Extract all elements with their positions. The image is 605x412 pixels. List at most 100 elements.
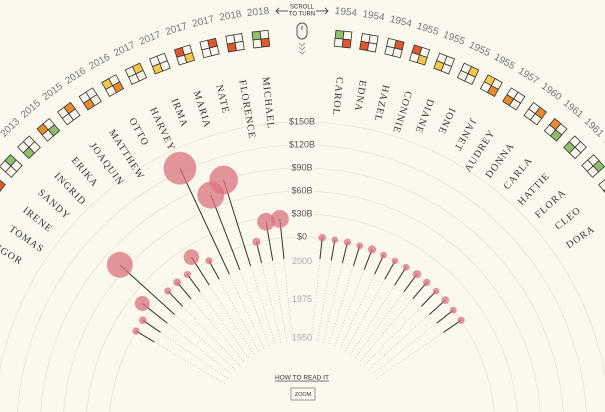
- zoom-label[interactable]: ZOOM: [295, 392, 312, 398]
- category-boxes: [523, 101, 547, 126]
- damage-bubble: [183, 270, 191, 279]
- category-boxes: [36, 117, 61, 142]
- damage-bubble: [205, 257, 213, 265]
- damage-bubble: [183, 249, 200, 265]
- scroll-chevrons: [298, 42, 306, 55]
- category-box: [28, 141, 41, 154]
- damage-bubble: [391, 257, 399, 265]
- category-boxes: [598, 174, 605, 198]
- arrow-left-head: [275, 7, 280, 15]
- category-boxes: [333, 29, 353, 49]
- damage-bubble: [257, 212, 275, 231]
- category-box: [486, 85, 499, 98]
- damage-bubble: [380, 251, 387, 259]
- zoom-button[interactable]: [290, 387, 316, 401]
- bubble-stem: [330, 239, 336, 261]
- damage-bubble: [432, 287, 440, 295]
- damage-bubble: [252, 237, 261, 246]
- bubble-stem: [436, 309, 454, 324]
- damage-bubble: [356, 242, 364, 250]
- bubble-stem: [394, 267, 407, 286]
- how-to-read-link[interactable]: HOW TO READ IT: [275, 375, 329, 382]
- bubble-stem: [223, 179, 252, 267]
- value-tick-label: $60B: [291, 185, 312, 195]
- storm-name: EDNA: [352, 79, 368, 112]
- value-tick-label: $90B: [291, 162, 312, 172]
- category-box: [10, 159, 23, 172]
- storm-year: 2017: [191, 14, 216, 30]
- mouse-icon: [296, 22, 308, 40]
- storm-year: 2018: [246, 6, 270, 19]
- category-boxes: [57, 101, 81, 126]
- damage-bubble: [441, 296, 450, 304]
- damage-bubble: [343, 238, 352, 246]
- damage-bubble: [402, 263, 410, 271]
- category-box: [260, 37, 271, 48]
- category-boxes: [124, 62, 148, 85]
- category-boxes: [101, 74, 125, 98]
- category-box: [89, 94, 102, 107]
- grid-ring: [86, 213, 518, 412]
- arrow-right-head: [324, 7, 329, 15]
- grid-ring: [40, 167, 564, 412]
- category-box: [259, 29, 270, 40]
- category-boxes: [173, 44, 196, 66]
- damage-bubble: [331, 236, 339, 244]
- value-tick-label: $30B: [291, 208, 312, 218]
- scroll-label: TO TURN: [289, 12, 315, 18]
- value-tick-label: $0: [297, 231, 307, 241]
- category-boxes: [543, 117, 568, 142]
- category-box: [341, 38, 352, 49]
- category-box: [112, 81, 125, 94]
- storm-name: CAROL: [330, 76, 345, 116]
- storm-year: 1954: [389, 14, 414, 30]
- category-boxes: [384, 37, 405, 59]
- category-boxes: [251, 29, 271, 49]
- year-tick-label: 1975: [292, 294, 312, 304]
- category-box: [440, 63, 453, 75]
- category-box: [342, 30, 353, 41]
- bubble-stem: [179, 168, 230, 275]
- scroll-hint: SCROLL TO TURN: [275, 5, 329, 55]
- category-box: [334, 29, 345, 40]
- category-boxes: [479, 74, 503, 98]
- category-box: [135, 69, 148, 82]
- category-box: [251, 30, 262, 41]
- category-boxes: [17, 135, 41, 160]
- category-box: [183, 52, 196, 64]
- storm-year: 1954: [334, 6, 358, 19]
- category-box: [252, 38, 263, 49]
- category-box: [586, 165, 600, 178]
- damage-bubble: [367, 245, 377, 254]
- bubble-stem: [384, 260, 396, 280]
- category-box: [333, 37, 344, 48]
- category-boxes: [149, 52, 171, 75]
- category-box: [47, 124, 61, 137]
- category-box: [159, 60, 171, 72]
- damage-bubble: [423, 278, 431, 287]
- storm-year: 1954: [362, 9, 386, 24]
- category-box: [549, 129, 563, 142]
- category-boxes: [433, 52, 455, 75]
- bubble-stem: [374, 254, 385, 275]
- category-boxes: [581, 154, 605, 178]
- category-boxes: [225, 33, 245, 53]
- grid-ring: [63, 190, 541, 412]
- category-box: [416, 54, 428, 66]
- category-box: [464, 73, 476, 85]
- category-box: [68, 108, 81, 121]
- value-tick-label: $150B: [289, 116, 315, 126]
- damage-bubble: [132, 327, 140, 335]
- grid-ring: [0, 121, 605, 378]
- category-boxes: [408, 44, 431, 66]
- damage-bubble: [197, 181, 225, 209]
- category-boxes: [0, 179, 6, 198]
- bubble-stem: [352, 245, 361, 267]
- category-box: [392, 47, 403, 59]
- damage-bubble: [106, 251, 133, 278]
- storm-year: 2018: [219, 9, 243, 24]
- category-boxes: [78, 87, 102, 111]
- category-box: [598, 179, 605, 192]
